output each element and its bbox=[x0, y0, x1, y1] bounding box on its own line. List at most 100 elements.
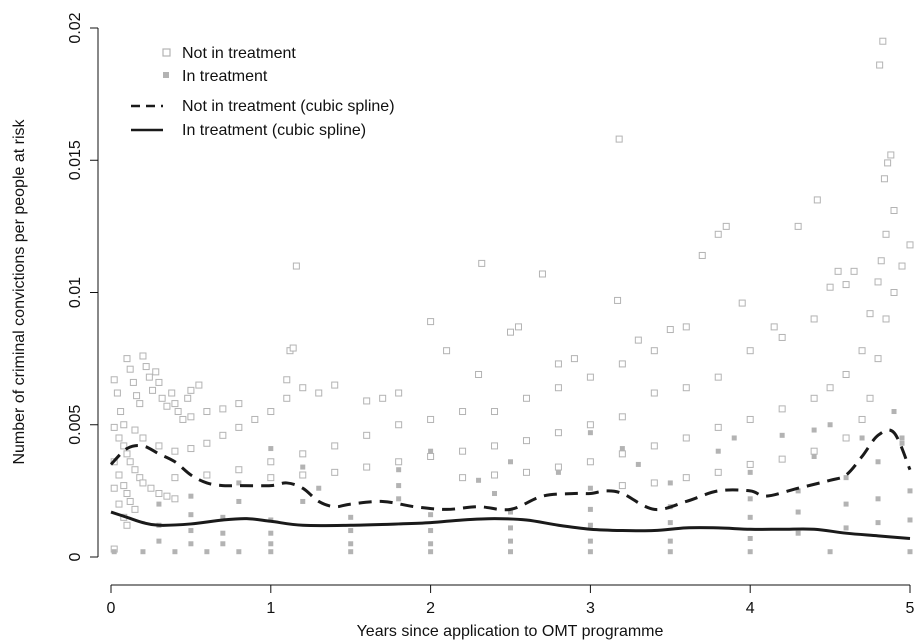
point-not-in-treatment bbox=[131, 426, 139, 434]
point-not-in-treatment bbox=[522, 437, 530, 445]
point-not-in-treatment bbox=[507, 328, 514, 336]
point-not-in-treatment bbox=[738, 299, 746, 307]
point-not-in-treatment bbox=[126, 497, 134, 505]
point-in-treatment bbox=[348, 514, 354, 520]
axes: 0 1 2 3 4 5 0 0.005 0.01 0.015 0.02 bbox=[67, 12, 915, 617]
point-in-treatment bbox=[587, 538, 593, 544]
point-not-in-treatment bbox=[884, 159, 892, 167]
x-ticks: 0 1 2 3 4 5 bbox=[107, 585, 915, 617]
point-not-in-treatment bbox=[906, 241, 914, 249]
point-not-in-treatment bbox=[179, 415, 187, 423]
x-tick-label: 4 bbox=[746, 600, 755, 617]
point-in-treatment bbox=[236, 549, 242, 555]
legend-marker-filled-square bbox=[163, 72, 169, 78]
point-not-in-treatment bbox=[187, 445, 195, 453]
point-not-in-treatment bbox=[131, 505, 139, 513]
point-not-in-treatment bbox=[427, 452, 435, 460]
point-not-in-treatment bbox=[615, 135, 623, 143]
point-in-treatment bbox=[779, 432, 785, 438]
point-in-treatment bbox=[140, 549, 146, 555]
point-not-in-treatment bbox=[682, 384, 690, 392]
point-in-treatment bbox=[156, 538, 162, 544]
point-in-treatment bbox=[587, 522, 593, 528]
point-in-treatment bbox=[204, 549, 210, 555]
point-in-treatment bbox=[428, 549, 434, 555]
point-in-treatment bbox=[619, 446, 625, 452]
point-not-in-treatment bbox=[618, 413, 626, 421]
point-not-in-treatment bbox=[682, 323, 690, 331]
point-in-treatment bbox=[172, 549, 178, 555]
point-in-treatment bbox=[875, 496, 881, 502]
point-not-in-treatment bbox=[618, 450, 626, 458]
point-not-in-treatment bbox=[283, 376, 291, 384]
point-not-in-treatment bbox=[331, 468, 339, 476]
x-tick-label: 1 bbox=[266, 600, 275, 617]
point-in-treatment bbox=[188, 528, 194, 534]
point-in-treatment bbox=[156, 501, 162, 507]
point-not-in-treatment bbox=[283, 394, 291, 402]
point-not-in-treatment bbox=[267, 474, 275, 482]
point-not-in-treatment bbox=[650, 442, 658, 450]
point-in-treatment bbox=[795, 509, 801, 515]
point-not-in-treatment bbox=[115, 500, 123, 508]
point-not-in-treatment bbox=[171, 447, 179, 455]
point-in-treatment bbox=[220, 541, 226, 547]
point-in-treatment bbox=[899, 440, 905, 446]
point-not-in-treatment bbox=[475, 370, 483, 378]
point-in-treatment bbox=[300, 464, 306, 470]
point-in-treatment bbox=[875, 520, 881, 526]
point-not-in-treatment bbox=[554, 463, 562, 471]
point-not-in-treatment bbox=[746, 460, 754, 468]
point-in-treatment bbox=[587, 506, 593, 512]
point-in-treatment bbox=[747, 535, 753, 541]
point-not-in-treatment bbox=[538, 270, 546, 278]
point-not-in-treatment bbox=[491, 471, 499, 479]
point-not-in-treatment bbox=[810, 394, 818, 402]
point-not-in-treatment bbox=[219, 431, 227, 439]
x-tick-label: 0 bbox=[107, 600, 116, 617]
y-axis-title: Number of criminal convictions per peopl… bbox=[11, 118, 28, 464]
y-tick-label: 0 bbox=[67, 552, 84, 561]
point-not-in-treatment bbox=[714, 373, 722, 381]
point-in-treatment bbox=[428, 541, 434, 547]
point-not-in-treatment bbox=[363, 431, 371, 439]
point-not-in-treatment bbox=[813, 196, 821, 204]
point-not-in-treatment bbox=[778, 455, 786, 463]
point-not-in-treatment bbox=[139, 479, 147, 487]
point-in-treatment bbox=[396, 496, 402, 502]
point-not-in-treatment bbox=[331, 442, 339, 450]
point-not-in-treatment bbox=[491, 442, 499, 450]
point-not-in-treatment bbox=[682, 434, 690, 442]
point-in-treatment bbox=[795, 530, 801, 536]
point-in-treatment bbox=[907, 488, 913, 494]
point-not-in-treatment bbox=[171, 474, 179, 482]
point-not-in-treatment bbox=[714, 423, 722, 431]
point-not-in-treatment bbox=[810, 447, 818, 455]
x-tick-label: 3 bbox=[586, 600, 595, 617]
point-not-in-treatment bbox=[778, 405, 786, 413]
point-not-in-treatment bbox=[443, 347, 451, 355]
point-not-in-treatment bbox=[299, 471, 307, 479]
point-not-in-treatment bbox=[267, 458, 275, 466]
point-not-in-treatment bbox=[163, 402, 171, 410]
point-in-treatment bbox=[747, 469, 753, 475]
point-not-in-treatment bbox=[113, 389, 121, 397]
point-not-in-treatment bbox=[168, 389, 176, 397]
point-not-in-treatment bbox=[120, 482, 128, 490]
scatter-not-in-treatment bbox=[110, 37, 914, 553]
point-in-treatment bbox=[236, 498, 242, 504]
point-not-in-treatment bbox=[289, 344, 297, 352]
point-not-in-treatment bbox=[163, 492, 171, 500]
point-in-treatment bbox=[891, 409, 897, 415]
point-not-in-treatment bbox=[152, 368, 160, 376]
point-in-treatment bbox=[188, 512, 194, 518]
point-in-treatment bbox=[300, 498, 306, 504]
point-not-in-treatment bbox=[171, 495, 179, 503]
point-not-in-treatment bbox=[826, 283, 834, 291]
point-not-in-treatment bbox=[810, 315, 818, 323]
point-not-in-treatment bbox=[834, 267, 842, 275]
point-not-in-treatment bbox=[267, 408, 275, 416]
point-not-in-treatment bbox=[570, 355, 578, 363]
point-not-in-treatment bbox=[650, 479, 658, 487]
point-not-in-treatment bbox=[876, 61, 884, 69]
